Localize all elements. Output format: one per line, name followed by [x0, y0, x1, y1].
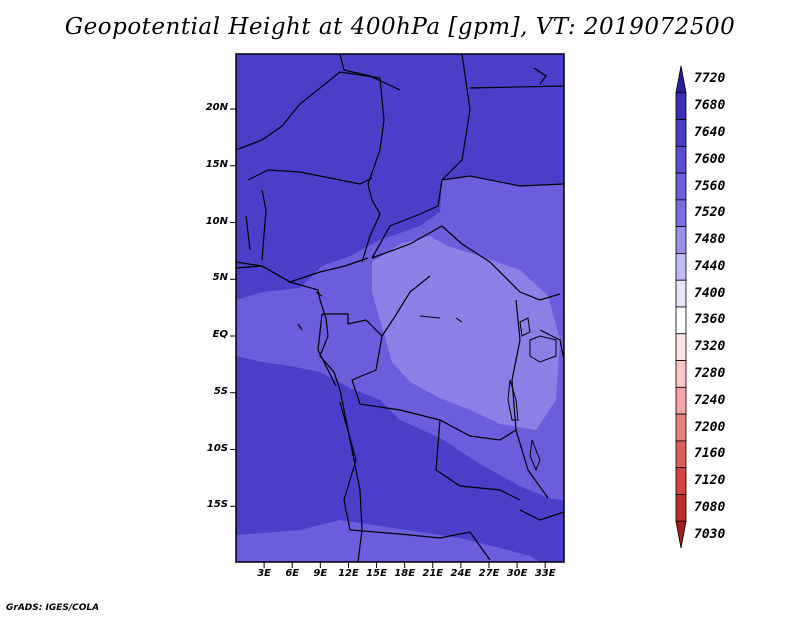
colorbar-swatch — [675, 172, 687, 201]
map-frame — [235, 53, 565, 563]
lat-tick-label: 5S — [213, 385, 228, 397]
colorbar-label: 7320 — [694, 339, 726, 355]
grads-credit: GrADS: IGES/COLA — [6, 603, 100, 613]
lon-tick-label: 18E — [394, 568, 416, 579]
colorbar-swatch — [675, 494, 687, 522]
field-mid-south — [236, 520, 540, 562]
colorbar-label: 7360 — [694, 312, 726, 328]
colorbar-label: 7680 — [694, 98, 726, 114]
lon-tick-label: 6E — [285, 568, 300, 579]
colorbar-label: 7640 — [694, 124, 726, 140]
country-borders — [236, 54, 564, 561]
map-title: Geopotential Height at 400hPa [gpm], VT:… — [64, 14, 736, 40]
colorbar-swatch — [675, 440, 687, 469]
lon-tick-label: 33E — [534, 568, 556, 579]
colorbar-label: 7520 — [694, 205, 726, 221]
colorbar-swatch — [675, 413, 687, 442]
lon-tick-label: 27E — [478, 568, 500, 579]
lon-tick-label: 24E — [450, 568, 472, 579]
colorbar-swatch — [675, 333, 687, 361]
lon-tick-label: 15E — [366, 568, 387, 579]
colorbar — [675, 65, 687, 549]
lat-tick-label: EQ — [212, 329, 228, 340]
lon-tick-label: 21E — [422, 568, 444, 579]
colorbar-label: 7440 — [694, 258, 726, 274]
colorbar-label: 7200 — [694, 419, 726, 435]
colorbar-swatch — [675, 119, 687, 147]
lon-tick-label: 3E — [257, 568, 271, 579]
lon-tick-label: 12E — [338, 568, 359, 579]
lat-tick-label: 10N — [205, 215, 228, 227]
colorbar-label: 7600 — [694, 151, 726, 167]
lon-tick-label: 9E — [313, 568, 328, 579]
colorbar-label: 7080 — [694, 499, 726, 515]
lat-tick-label: 10S — [206, 442, 228, 454]
colorbar-label: 7400 — [694, 285, 726, 301]
colorbar-swatch — [675, 306, 687, 335]
colorbar-label: 7280 — [694, 365, 726, 381]
colorbar-label: 7160 — [694, 446, 726, 462]
colorbar-label: 7240 — [694, 392, 726, 408]
colorbar-swatch — [675, 253, 687, 281]
colorbar-swatch — [675, 65, 687, 94]
lon-tick-label: 30E — [506, 568, 528, 579]
lat-tick-label: 15N — [205, 158, 228, 170]
axis-ticks — [230, 108, 546, 568]
lat-tick-label: 20N — [205, 102, 228, 113]
colorbar-swatch — [675, 145, 687, 174]
lat-tick-label: 5N — [212, 272, 228, 284]
colorbar-swatch — [675, 520, 687, 549]
colorbar-label: 7560 — [694, 178, 726, 194]
colorbar-swatch — [675, 279, 687, 308]
colorbar-swatch — [675, 467, 687, 495]
colorbar-label: 7720 — [694, 71, 726, 87]
colorbar-swatch — [675, 226, 687, 254]
colorbar-swatch — [675, 386, 687, 415]
colorbar-label: 7120 — [694, 473, 726, 489]
lakes — [419, 315, 557, 472]
colorbar-label: 7030 — [694, 526, 726, 542]
coastlines — [236, 67, 547, 562]
colorbar-swatch — [675, 360, 687, 388]
colorbar-swatch — [675, 92, 687, 120]
colorbar-label: 7480 — [694, 232, 726, 248]
lat-tick-label: 15S — [206, 499, 228, 511]
colorbar-swatch — [675, 199, 687, 228]
